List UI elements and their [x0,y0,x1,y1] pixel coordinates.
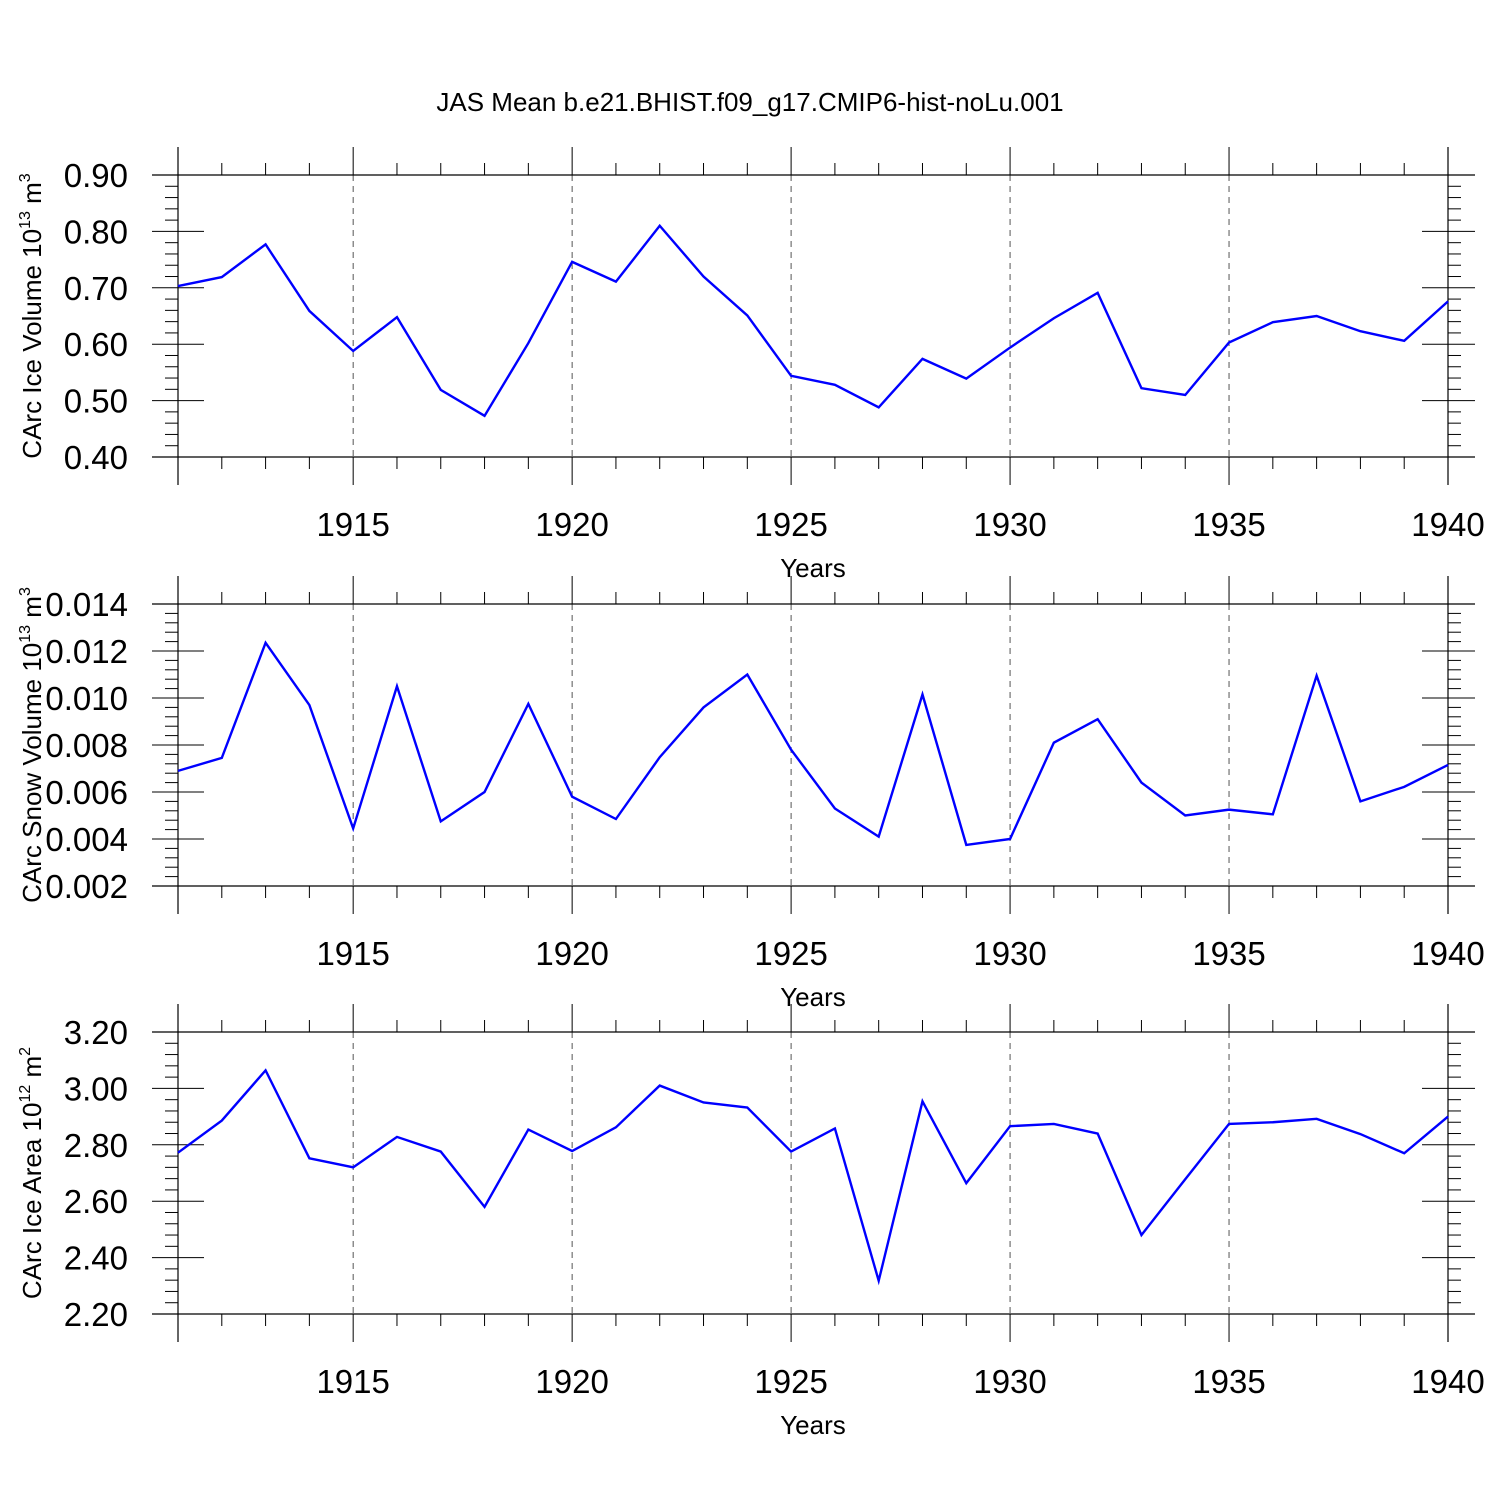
y-tick-label: 2.60 [64,1183,128,1220]
y-tick-label: 0.50 [64,383,128,420]
x-tick-label: 1935 [1192,506,1265,543]
x-tick-label: 1935 [1192,935,1265,972]
x-tick-label: 1930 [973,1363,1046,1400]
panels: 0.40 0.50 0.60 0.70 0.80 0.90 1915 1920 1925 1930… [17,147,1485,1440]
x-tick-label: 1925 [754,506,827,543]
y-tick-label: 0.002 [45,868,128,905]
x-tick-label: 1925 [754,935,827,972]
y-axis-label: CArc Ice Area 1012 m2 [17,1047,47,1299]
figure-title: JAS Mean b.e21.BHIST.f09_g17.CMIP6-hist-… [436,87,1063,117]
x-tick-label: 1915 [316,1363,389,1400]
y-tick-label: 0.012 [45,633,128,670]
series-line-carc-ice-volume [177,223,1449,418]
x-tick-label: 1920 [535,935,608,972]
y-tick-label: 2.20 [64,1296,128,1333]
x-tick-label: 1940 [1411,935,1484,972]
y-tick-label: 2.40 [64,1240,128,1277]
x-tick-label: 1940 [1411,1363,1484,1400]
y-tick-label: 0.40 [64,439,128,476]
x-axis-label: Years [780,1410,846,1440]
series-line-carc-snow-volume [177,640,1449,847]
x-axis-label: Years [780,982,846,1012]
chart-panel-1: 0.40 0.50 0.60 0.70 0.80 0.90 1915 1920 1925 1930… [17,147,1485,583]
x-tick-label: 1930 [973,935,1046,972]
x-axis-label: Years [780,553,846,583]
y-tick-label: 0.70 [64,270,128,307]
x-tick-label: 1940 [1411,506,1484,543]
series-line-carc-ice-area [177,1068,1449,1286]
y-axis-label: CArc Snow Volume 1013 m3 [17,587,47,903]
y-axis-label: CArc Ice Volume 1013 m3 [17,173,47,458]
chart-panel-2: 0.002 0.004 0.006 0.008 0.010 0.012 0.014 1915 1… [17,576,1485,1012]
y-tick-label: 0.006 [45,774,128,811]
y-tick-label: 0.010 [45,680,128,717]
y-tick-label: 0.008 [45,727,128,764]
x-tick-label: 1930 [973,506,1046,543]
x-tick-label: 1925 [754,1363,827,1400]
y-tick-label: 0.004 [45,821,128,858]
y-tick-label: 0.90 [64,157,128,194]
x-tick-label: 1915 [316,506,389,543]
chart-panel-3: 2.20 2.40 2.60 2.80 3.00 3.20 1915 1920 1925 1930… [17,1004,1485,1440]
y-tick-label: 0.60 [64,326,128,363]
y-tick-label: 3.00 [64,1070,128,1107]
y-tick-label: 0.80 [64,213,128,250]
x-tick-label: 1920 [535,1363,608,1400]
x-tick-label: 1920 [535,506,608,543]
x-tick-label: 1935 [1192,1363,1265,1400]
y-tick-label: 2.80 [64,1127,128,1164]
y-tick-label: 0.014 [45,586,128,623]
y-tick-label: 3.20 [64,1014,128,1051]
x-tick-label: 1915 [316,935,389,972]
